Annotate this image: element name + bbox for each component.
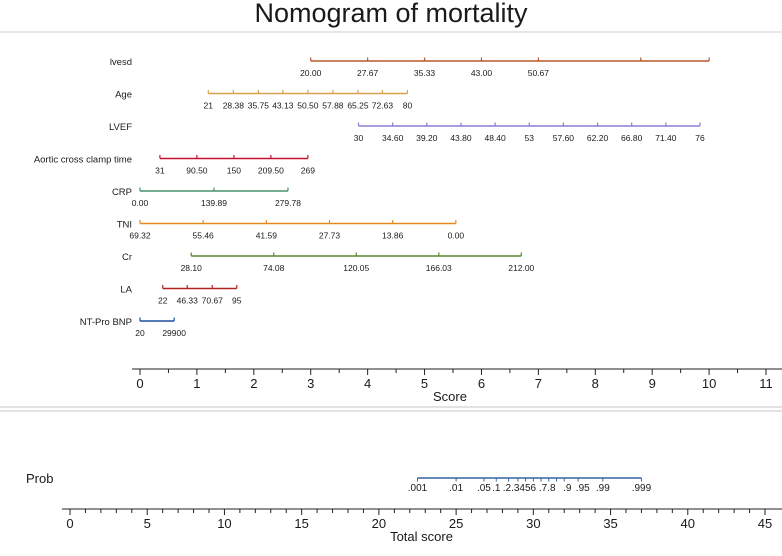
variable-tick-label-tni-0: 69.32 <box>129 231 151 241</box>
variable-label-age: Age <box>115 90 132 101</box>
variable-tick-label-age-7: 72.63 <box>372 101 394 111</box>
score-axis-tick-label-3: 3 <box>307 376 314 391</box>
score-axis-tick-label-7: 7 <box>535 376 542 391</box>
variable-tick-label-cr-4: 212.00 <box>508 263 534 273</box>
variable-tick-label-lvef-8: 66.80 <box>621 133 643 143</box>
variable-tick-label-lvef-4: 48.40 <box>484 133 506 143</box>
prob-tick-label-2: .05 <box>477 483 491 494</box>
prob-tick-label-9: .999 <box>632 483 652 494</box>
total-axis-tick-label-0: 0 <box>66 516 73 531</box>
prob-tick-label-4: .2.3456 <box>503 483 537 494</box>
variable-label-aortic-cross-clamp-time: Aortic cross clamp time <box>34 155 132 166</box>
variable-tick-label-age-5: 57.88 <box>322 101 344 111</box>
total-axis-tick-label-25: 25 <box>449 516 463 531</box>
prob-tick-label-5: .7.8 <box>539 483 556 494</box>
variable-tick-label-crp-1: 139.89 <box>201 198 227 208</box>
variable-tick-label-age-3: 43.13 <box>272 101 294 111</box>
variable-tick-label-crp-0: 0.00 <box>132 198 149 208</box>
variable-tick-label-age-2: 35.75 <box>248 101 270 111</box>
variable-label-lvesd: lvesd <box>110 57 132 68</box>
variable-tick-label-lvef-1: 34.60 <box>382 133 404 143</box>
variable-tick-label-lvef-2: 39.20 <box>416 133 438 143</box>
variable-tick-label-cr-1: 74.08 <box>263 263 285 273</box>
variable-tick-label-lvesd-0: 20.00 <box>300 68 322 78</box>
score-axis-tick-label-6: 6 <box>478 376 485 391</box>
variable-tick-label-lvesd-1: 27.67 <box>357 68 379 78</box>
prob-tick-label-1: .01 <box>449 483 463 494</box>
total-axis-tick-label-5: 5 <box>144 516 151 531</box>
variable-tick-label-age-8: 80 <box>403 101 413 111</box>
variable-tick-label-crp-2: 279.78 <box>275 198 301 208</box>
prob-label: Prob <box>26 471 53 486</box>
score-axis-tick-label-5: 5 <box>421 376 428 391</box>
variable-label-nt-pro-bnp: NT-Pro BNP <box>80 317 132 328</box>
total-axis-tick-label-35: 35 <box>603 516 617 531</box>
variable-tick-label-tni-1: 55.46 <box>193 231 215 241</box>
variable-tick-label-aortic-cross-clamp-time-4: 269 <box>301 166 315 176</box>
total-axis-tick-label-30: 30 <box>526 516 540 531</box>
variable-tick-label-aortic-cross-clamp-time-1: 90.50 <box>186 166 208 176</box>
total-axis-tick-label-15: 15 <box>294 516 308 531</box>
variable-tick-label-cr-0: 28.10 <box>181 263 203 273</box>
variable-tick-label-lvef-3: 43.80 <box>450 133 472 143</box>
variable-tick-label-tni-2: 41.59 <box>256 231 278 241</box>
total-axis-tick-label-40: 40 <box>681 516 695 531</box>
variable-tick-label-lvesd-4: 50.67 <box>528 68 550 78</box>
prob-tick-label-8: .99 <box>596 483 610 494</box>
prob-tick-label-6: .9 <box>563 483 572 494</box>
variable-tick-label-lvesd-2: 35.33 <box>414 68 436 78</box>
variable-tick-label-nt-pro-bnp-1: 29900 <box>162 328 186 338</box>
variable-tick-label-lvef-6: 57.60 <box>553 133 575 143</box>
variable-tick-label-tni-4: 13.86 <box>382 231 404 241</box>
score-axis-tick-label-11: 11 <box>759 376 773 391</box>
variable-tick-label-age-4: 50.50 <box>297 101 319 111</box>
variable-tick-label-age-6: 65.25 <box>347 101 369 111</box>
score-axis-tick-label-0: 0 <box>136 376 143 391</box>
score-axis-tick-label-4: 4 <box>364 376 371 391</box>
variable-tick-label-aortic-cross-clamp-time-0: 31 <box>155 166 165 176</box>
variable-tick-label-lvesd-3: 43.00 <box>471 68 493 78</box>
variable-tick-label-lvef-9: 71.40 <box>655 133 677 143</box>
score-axis-title: Score <box>433 389 467 404</box>
total-axis-tick-label-10: 10 <box>217 516 231 531</box>
score-axis-tick-label-2: 2 <box>250 376 257 391</box>
total-axis-tick-label-45: 45 <box>758 516 772 531</box>
variable-tick-label-tni-3: 27.73 <box>319 231 341 241</box>
variable-tick-label-la-0: 22 <box>158 296 168 306</box>
score-axis-tick-label-1: 1 <box>193 376 200 391</box>
prob-tick-label-3: .1 <box>492 483 501 494</box>
score-axis-tick-label-10: 10 <box>702 376 716 391</box>
variable-tick-label-aortic-cross-clamp-time-2: 150 <box>227 166 241 176</box>
variable-label-cr: Cr <box>122 252 132 263</box>
prob-tick-label-7: .95 <box>576 483 590 494</box>
variable-tick-label-la-2: 70.67 <box>202 296 224 306</box>
variable-label-crp: CRP <box>112 187 132 198</box>
variable-tick-label-aortic-cross-clamp-time-3: 209.50 <box>258 166 284 176</box>
variable-tick-label-lvef-10: 76 <box>695 133 705 143</box>
variable-tick-label-la-1: 46.33 <box>177 296 199 306</box>
variable-tick-label-cr-3: 166.03 <box>426 263 452 273</box>
total-axis-tick-label-20: 20 <box>372 516 386 531</box>
variable-tick-label-age-1: 28.38 <box>223 101 245 111</box>
variable-tick-label-age-0: 21 <box>204 101 214 111</box>
prob-tick-label-0: .001 <box>408 483 428 494</box>
variable-tick-label-lvef-7: 62.20 <box>587 133 609 143</box>
score-axis-tick-label-8: 8 <box>592 376 599 391</box>
variable-tick-label-nt-pro-bnp-0: 20 <box>135 328 145 338</box>
variable-tick-label-la-3: 95 <box>232 296 242 306</box>
variable-tick-label-lvef-0: 30 <box>354 133 364 143</box>
variable-label-tni: TNI <box>117 220 132 231</box>
variable-label-la: LA <box>120 285 132 296</box>
variable-tick-label-lvef-5: 53 <box>525 133 535 143</box>
total-score-axis-title: Total score <box>390 529 453 544</box>
score-axis-tick-label-9: 9 <box>649 376 656 391</box>
variable-tick-label-cr-2: 120.05 <box>343 263 369 273</box>
variable-label-lvef: LVEF <box>109 122 132 133</box>
variable-tick-label-tni-5: 0.00 <box>448 231 465 241</box>
chart-title: Nomogram of mortality <box>254 0 528 28</box>
